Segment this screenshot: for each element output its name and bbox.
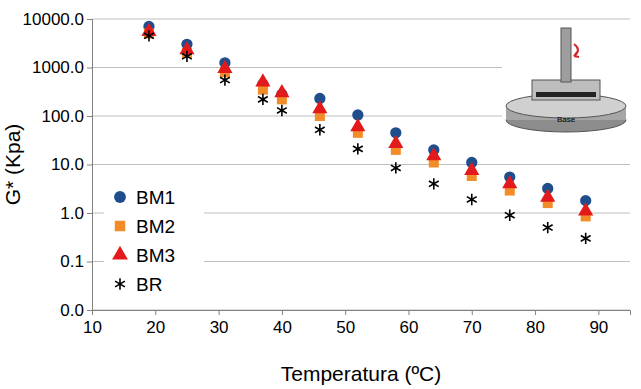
x-tick: 70 bbox=[463, 310, 482, 337]
grid-line bbox=[92, 164, 630, 165]
y-tick-label: 1000.0 bbox=[32, 58, 84, 77]
y-tick: 0.1 bbox=[60, 252, 92, 271]
point bbox=[426, 147, 441, 160]
y-tick-mark bbox=[87, 116, 92, 117]
grid bbox=[92, 19, 630, 310]
legend: BM1 BM2 BM3 BR bbox=[104, 178, 204, 304]
point bbox=[391, 162, 401, 173]
point bbox=[277, 105, 287, 116]
y-tick: 100.0 bbox=[41, 107, 92, 126]
y-tick-label: 0.0 bbox=[60, 301, 84, 320]
x-tick: 90 bbox=[589, 310, 608, 337]
y-tick-mark bbox=[87, 68, 92, 69]
point bbox=[388, 135, 403, 148]
x-tick-label: 40 bbox=[273, 318, 292, 337]
x-tick: 80 bbox=[526, 310, 545, 337]
x-axis: 10 20 30 40 50 60 70 80 90 bbox=[83, 310, 630, 337]
y-tick: 10000.0 bbox=[23, 10, 92, 29]
x-tick-label: 70 bbox=[463, 318, 482, 337]
x-tick-label: 50 bbox=[336, 318, 355, 337]
y-tick: 1000.0 bbox=[32, 58, 92, 77]
x-tick-label: 80 bbox=[526, 318, 545, 337]
point bbox=[540, 189, 555, 202]
x-tick-mark bbox=[598, 310, 599, 315]
point bbox=[464, 162, 479, 175]
legend-label: BM2 bbox=[136, 216, 175, 237]
legend-label: BM1 bbox=[136, 187, 175, 208]
x-tick-label: 20 bbox=[146, 318, 165, 337]
x-tick: 10 bbox=[83, 310, 102, 337]
x-tick-mark bbox=[155, 310, 156, 315]
y-tick-mark bbox=[87, 310, 92, 311]
x-tick-mark bbox=[282, 310, 283, 315]
point bbox=[350, 118, 365, 131]
point bbox=[217, 60, 232, 73]
y-tick-label: 0.1 bbox=[60, 252, 84, 271]
x-tick: 60 bbox=[400, 310, 419, 337]
inset-sample bbox=[536, 92, 596, 97]
legend-marker bbox=[114, 191, 126, 203]
point bbox=[505, 210, 515, 221]
grid-line bbox=[92, 19, 630, 20]
x-tick-mark bbox=[345, 310, 346, 315]
x-tick-mark bbox=[472, 310, 473, 315]
x-axis-title: Temperatura (ºC) bbox=[281, 362, 442, 385]
y-tick-mark bbox=[87, 262, 92, 263]
y-tick-label: 10000.0 bbox=[23, 10, 84, 29]
legend-label: BM3 bbox=[136, 245, 175, 266]
x-tick: 30 bbox=[210, 310, 229, 337]
inset-label: Base bbox=[557, 115, 576, 124]
x-tick: 40 bbox=[273, 310, 292, 337]
y-axis: 0.0 0.1 1.0 10.0 100.0 1000.0 10000.0 bbox=[23, 10, 93, 320]
y-tick: 0.0 bbox=[60, 301, 92, 320]
x-axis-line bbox=[93, 311, 631, 316]
x-tick-mark bbox=[219, 310, 220, 315]
y-tick: 10.0 bbox=[51, 155, 92, 174]
inset-spindle bbox=[561, 28, 571, 82]
inset-plate bbox=[532, 80, 600, 100]
x-tick-label: 10 bbox=[83, 318, 102, 337]
point bbox=[578, 202, 593, 215]
point bbox=[258, 94, 268, 105]
y-tick-mark bbox=[87, 213, 92, 214]
point bbox=[315, 124, 325, 135]
x-tick-label: 60 bbox=[400, 318, 419, 337]
y-axis-line bbox=[87, 20, 93, 311]
y-axis-title: G* (Kpa) bbox=[1, 124, 24, 206]
y-tick-mark bbox=[87, 19, 92, 20]
y-tick-label: 100.0 bbox=[41, 107, 84, 126]
point bbox=[581, 233, 591, 244]
inset-illustration: Base bbox=[502, 22, 630, 140]
inset-background bbox=[502, 22, 630, 140]
legend-background bbox=[104, 178, 204, 304]
point bbox=[220, 74, 230, 85]
y-tick-label: 1.0 bbox=[60, 204, 84, 223]
legend-marker bbox=[115, 221, 125, 231]
y-tick-label: 10.0 bbox=[51, 155, 84, 174]
point bbox=[353, 143, 363, 154]
legend-marker bbox=[112, 246, 128, 260]
point bbox=[429, 178, 439, 189]
x-tick: 50 bbox=[336, 310, 355, 337]
point bbox=[144, 30, 154, 41]
point bbox=[312, 100, 327, 113]
point bbox=[274, 84, 289, 97]
point bbox=[502, 175, 517, 188]
x-tick-mark bbox=[535, 310, 536, 315]
point bbox=[182, 51, 192, 62]
legend-label: BR bbox=[136, 274, 162, 295]
x-tick-mark bbox=[408, 310, 409, 315]
x-tick-label: 30 bbox=[210, 318, 229, 337]
x-tick: 20 bbox=[146, 310, 165, 337]
y-tick-mark bbox=[87, 165, 92, 166]
x-tick-label: 90 bbox=[589, 318, 608, 337]
legend-marker bbox=[115, 278, 125, 289]
inset-rotation-arrow bbox=[574, 44, 579, 57]
point bbox=[255, 73, 270, 86]
y-tick: 1.0 bbox=[60, 204, 92, 223]
chart: 10 20 30 40 50 60 70 80 90 0.0 0.1 1.0 10.0 100.0 1000… bbox=[0, 0, 641, 389]
point bbox=[543, 222, 553, 233]
point bbox=[467, 194, 477, 205]
